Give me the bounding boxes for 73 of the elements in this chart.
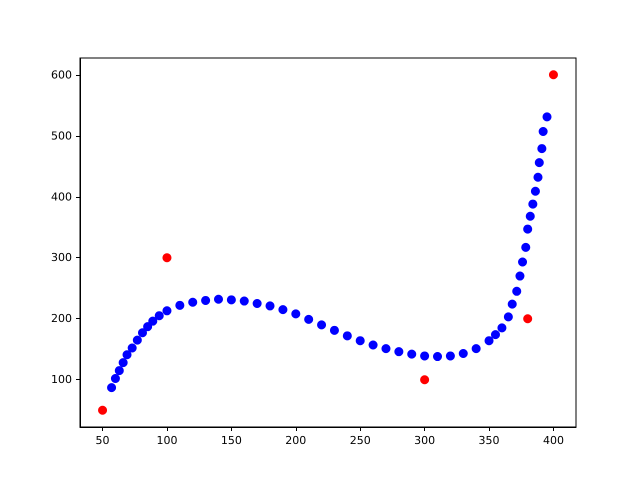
point [330,326,339,335]
point [538,126,548,136]
point [107,383,116,392]
x-tick-label: 50 [96,434,110,447]
point [240,296,249,306]
point [515,272,524,281]
point [534,172,542,182]
point [175,300,184,310]
point [342,331,352,340]
point [526,212,535,221]
point [188,298,198,307]
point [118,358,128,368]
x-tick-label: 250 [350,434,371,447]
point [394,347,404,356]
point [458,349,468,358]
point [162,253,172,262]
y-tick-label: 100 [51,373,72,386]
y-tick-label: 300 [51,251,72,264]
x-tick-label: 300 [414,434,436,447]
point [266,301,275,310]
point [490,330,500,340]
x-tick-label: 200 [285,434,306,447]
x-tick-label: 150 [220,434,242,447]
point [381,344,390,354]
point [114,366,124,376]
x-tick-label: 100 [156,434,178,447]
point [420,375,430,384]
point [162,306,172,316]
point [446,351,455,360]
point [214,294,223,304]
point [122,350,132,360]
point [252,298,262,308]
point [356,336,365,346]
point [110,374,120,384]
point [291,309,300,318]
point [128,344,137,353]
point [98,406,108,415]
point [497,323,506,332]
point [132,336,142,345]
x-tick-label: 400 [542,434,564,447]
point [548,70,558,80]
point [484,336,494,346]
x-tick-label: 350 [478,434,500,447]
point [143,322,152,332]
point [278,305,288,314]
point [512,286,522,296]
point [530,186,540,196]
point [368,340,378,350]
point [521,242,530,252]
y-tick-label: 500 [51,129,72,142]
point [508,300,517,309]
y-tick-label: 400 [51,190,72,204]
point [226,295,236,304]
point [420,351,430,360]
point [148,316,158,326]
point [154,311,164,320]
point [542,112,552,122]
point [523,314,532,324]
y-tick-label: 200 [51,312,72,326]
y-tick-label: 600 [51,68,72,82]
point [504,312,513,322]
point [433,352,442,362]
point [138,328,147,338]
point [304,314,314,324]
point [472,344,481,354]
point [407,350,416,359]
point [523,224,532,234]
point [537,144,546,154]
point [518,258,528,267]
point [201,296,210,305]
point [528,200,538,209]
point [534,158,544,168]
point [317,320,326,330]
